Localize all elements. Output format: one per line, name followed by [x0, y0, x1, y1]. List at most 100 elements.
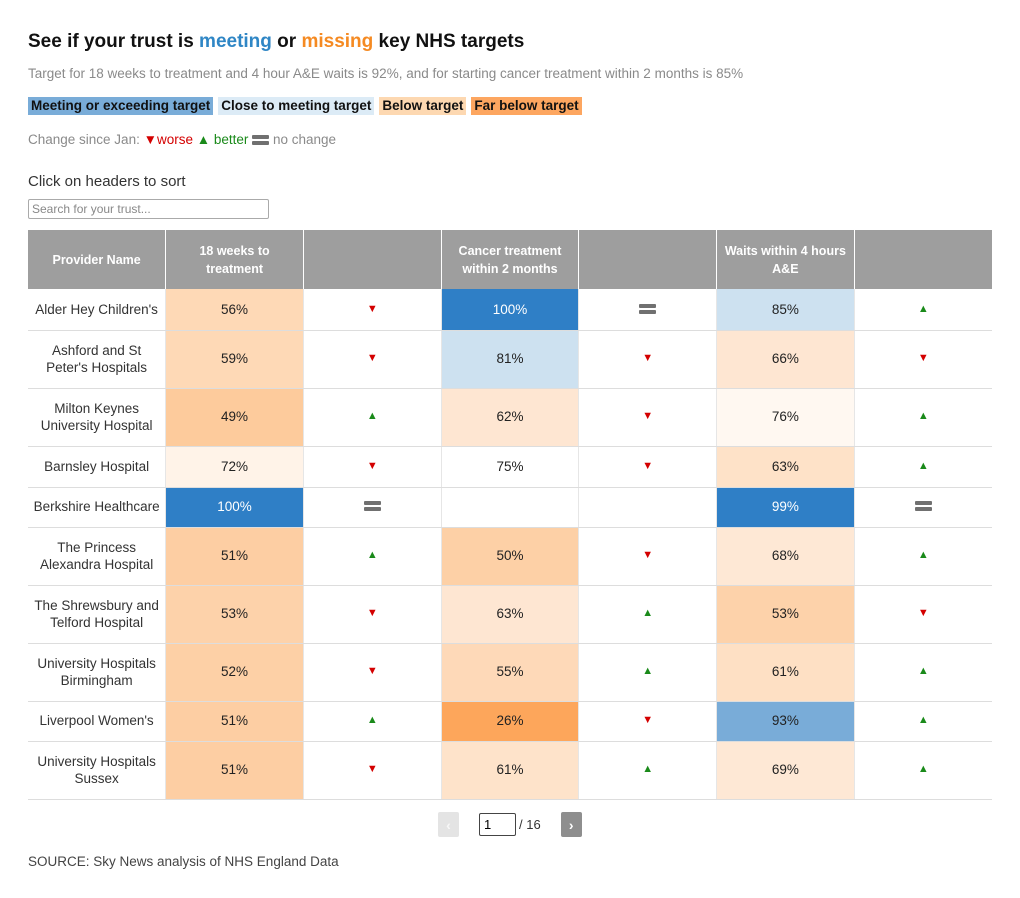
- table-row: University Hospitals Sussex 51% ▼ 61% ▲ 69% ▲: [28, 741, 992, 800]
- worse-arrow-icon: ▼: [303, 643, 442, 702]
- better-arrow-icon: ▲: [578, 585, 717, 644]
- provider-name: Ashford and St Peter's Hospitals: [28, 330, 166, 389]
- table-row: The Shrewsbury and Telford Hospital 53% ▼ 6…: [28, 585, 992, 644]
- page-total: / 16: [519, 817, 541, 832]
- better-arrow-icon: ▲: [854, 446, 992, 488]
- better-arrow-icon: ▲: [303, 701, 442, 742]
- sort-instruction: Click on headers to sort: [28, 173, 186, 190]
- rtt-value: 72%: [165, 446, 304, 488]
- cancer-value: 62%: [440, 388, 580, 447]
- ae-value: 68%: [716, 527, 855, 586]
- no-change-icon: [303, 487, 442, 528]
- legend-meeting: Meeting or exceeding target: [28, 97, 214, 115]
- worse-icon: ▼: [143, 132, 157, 147]
- table-row: The Princess Alexandra Hospital 51% ▲ 50% ▼ 6…: [28, 527, 992, 586]
- provider-name: Alder Hey Children's: [28, 289, 166, 331]
- better-arrow-icon: ▲: [578, 741, 717, 800]
- change-label: Change since Jan:: [28, 132, 140, 147]
- better-icon: ▲: [196, 132, 211, 147]
- rtt-value: 59%: [165, 330, 304, 389]
- better-arrow-icon: ▲: [854, 701, 992, 742]
- worse-arrow-icon: ▼: [303, 330, 442, 389]
- provider-name: University Hospitals Sussex: [28, 741, 166, 800]
- better-arrow-icon: ▲: [854, 741, 992, 800]
- legend-close: Close to meeting target: [218, 97, 375, 115]
- rtt-value: 52%: [165, 643, 304, 702]
- ae-value: 53%: [716, 585, 855, 644]
- table-header-row: Provider Name 18 weeks to treatment Canc…: [28, 230, 992, 289]
- better-arrow-icon: ▲: [854, 643, 992, 702]
- provider-name: Barnsley Hospital: [28, 446, 166, 488]
- trust-table: Provider Name 18 weeks to treatment Canc…: [28, 230, 992, 800]
- search-input[interactable]: [28, 199, 269, 219]
- table-row: Berkshire Healthcare 100% 99%: [28, 487, 992, 528]
- rtt-value: 51%: [165, 527, 304, 586]
- ae-value: 66%: [716, 330, 855, 389]
- header-provider-name[interactable]: Provider Name: [28, 230, 167, 289]
- no-change-icon: [854, 487, 992, 528]
- table-row: Barnsley Hospital 72% ▼ 75% ▼ 63% ▲: [28, 446, 992, 488]
- table-row: University Hospitals Birmingham 52% ▼ 55% ▲ 6…: [28, 643, 992, 702]
- header-ae-change[interactable]: [854, 230, 992, 289]
- worse-arrow-icon: ▼: [578, 388, 717, 447]
- rtt-value: 100%: [165, 487, 304, 528]
- ae-value: 61%: [716, 643, 855, 702]
- cancer-value: 75%: [440, 446, 580, 488]
- cancer-value: [440, 487, 580, 528]
- better-label: better: [213, 132, 249, 147]
- header-18-weeks-change[interactable]: [303, 230, 442, 289]
- cancer-value: 55%: [440, 643, 580, 702]
- ae-value: 93%: [716, 701, 855, 742]
- header-cancer[interactable]: Cancer treatment within 2 months: [441, 230, 580, 289]
- color-legend: Meeting or exceeding target Close to mee…: [28, 97, 582, 115]
- provider-name: The Princess Alexandra Hospital: [28, 527, 166, 586]
- worse-arrow-icon: ▼: [854, 330, 992, 389]
- rtt-value: 51%: [165, 741, 304, 800]
- cancer-value: 63%: [440, 585, 580, 644]
- pagination: ‹ / 16 ›: [438, 812, 582, 837]
- provider-name: Berkshire Healthcare: [28, 487, 166, 528]
- cancer-value: 61%: [440, 741, 580, 800]
- better-arrow-icon: ▲: [578, 643, 717, 702]
- rtt-value: 56%: [165, 289, 304, 331]
- page-title: See if your trust is meeting or missing …: [28, 31, 525, 52]
- source-note: SOURCE: Sky News analysis of NHS England…: [28, 854, 339, 869]
- no-change-icon: [252, 134, 270, 145]
- provider-name: Liverpool Women's: [28, 701, 166, 742]
- empty-change-cell: [578, 487, 717, 528]
- legend-below: Below target: [379, 97, 467, 115]
- worse-arrow-icon: ▼: [578, 527, 717, 586]
- worse-label: worse: [156, 132, 193, 147]
- provider-name: The Shrewsbury and Telford Hospital: [28, 585, 166, 644]
- ae-value: 99%: [716, 487, 855, 528]
- prev-page-button[interactable]: ‹: [438, 812, 459, 837]
- worse-arrow-icon: ▼: [303, 446, 442, 488]
- provider-name: University Hospitals Birmingham: [28, 643, 166, 702]
- header-ae[interactable]: Waits within 4 hours A&E: [716, 230, 855, 289]
- change-legend: Change since Jan: ▼ worse ▲ better no ch…: [28, 132, 336, 147]
- worse-arrow-icon: ▼: [578, 330, 717, 389]
- cancer-value: 81%: [440, 330, 580, 389]
- header-18-weeks[interactable]: 18 weeks to treatment: [165, 230, 304, 289]
- table-row: Liverpool Women's 51% ▲ 26% ▼ 93% ▲: [28, 701, 992, 742]
- rtt-value: 51%: [165, 701, 304, 742]
- table-row: Ashford and St Peter's Hospitals 59% ▼ 81% ▼…: [28, 330, 992, 389]
- no-change-icon: [578, 289, 717, 331]
- worse-arrow-icon: ▼: [303, 289, 442, 331]
- page-number-input[interactable]: [479, 813, 516, 836]
- worse-arrow-icon: ▼: [578, 446, 717, 488]
- better-arrow-icon: ▲: [854, 289, 992, 331]
- ae-value: 63%: [716, 446, 855, 488]
- better-arrow-icon: ▲: [854, 388, 992, 447]
- no-change-label: no change: [272, 132, 337, 147]
- better-arrow-icon: ▲: [854, 527, 992, 586]
- cancer-value: 50%: [440, 527, 580, 586]
- rtt-value: 53%: [165, 585, 304, 644]
- next-page-button[interactable]: ›: [560, 812, 582, 837]
- cancer-value: 26%: [440, 701, 580, 742]
- ae-value: 69%: [716, 741, 855, 800]
- rtt-value: 49%: [165, 388, 304, 447]
- header-cancer-change[interactable]: [578, 230, 718, 289]
- table-row: Alder Hey Children's 56% ▼ 100% 85% ▲: [28, 289, 992, 331]
- ae-value: 76%: [716, 388, 855, 447]
